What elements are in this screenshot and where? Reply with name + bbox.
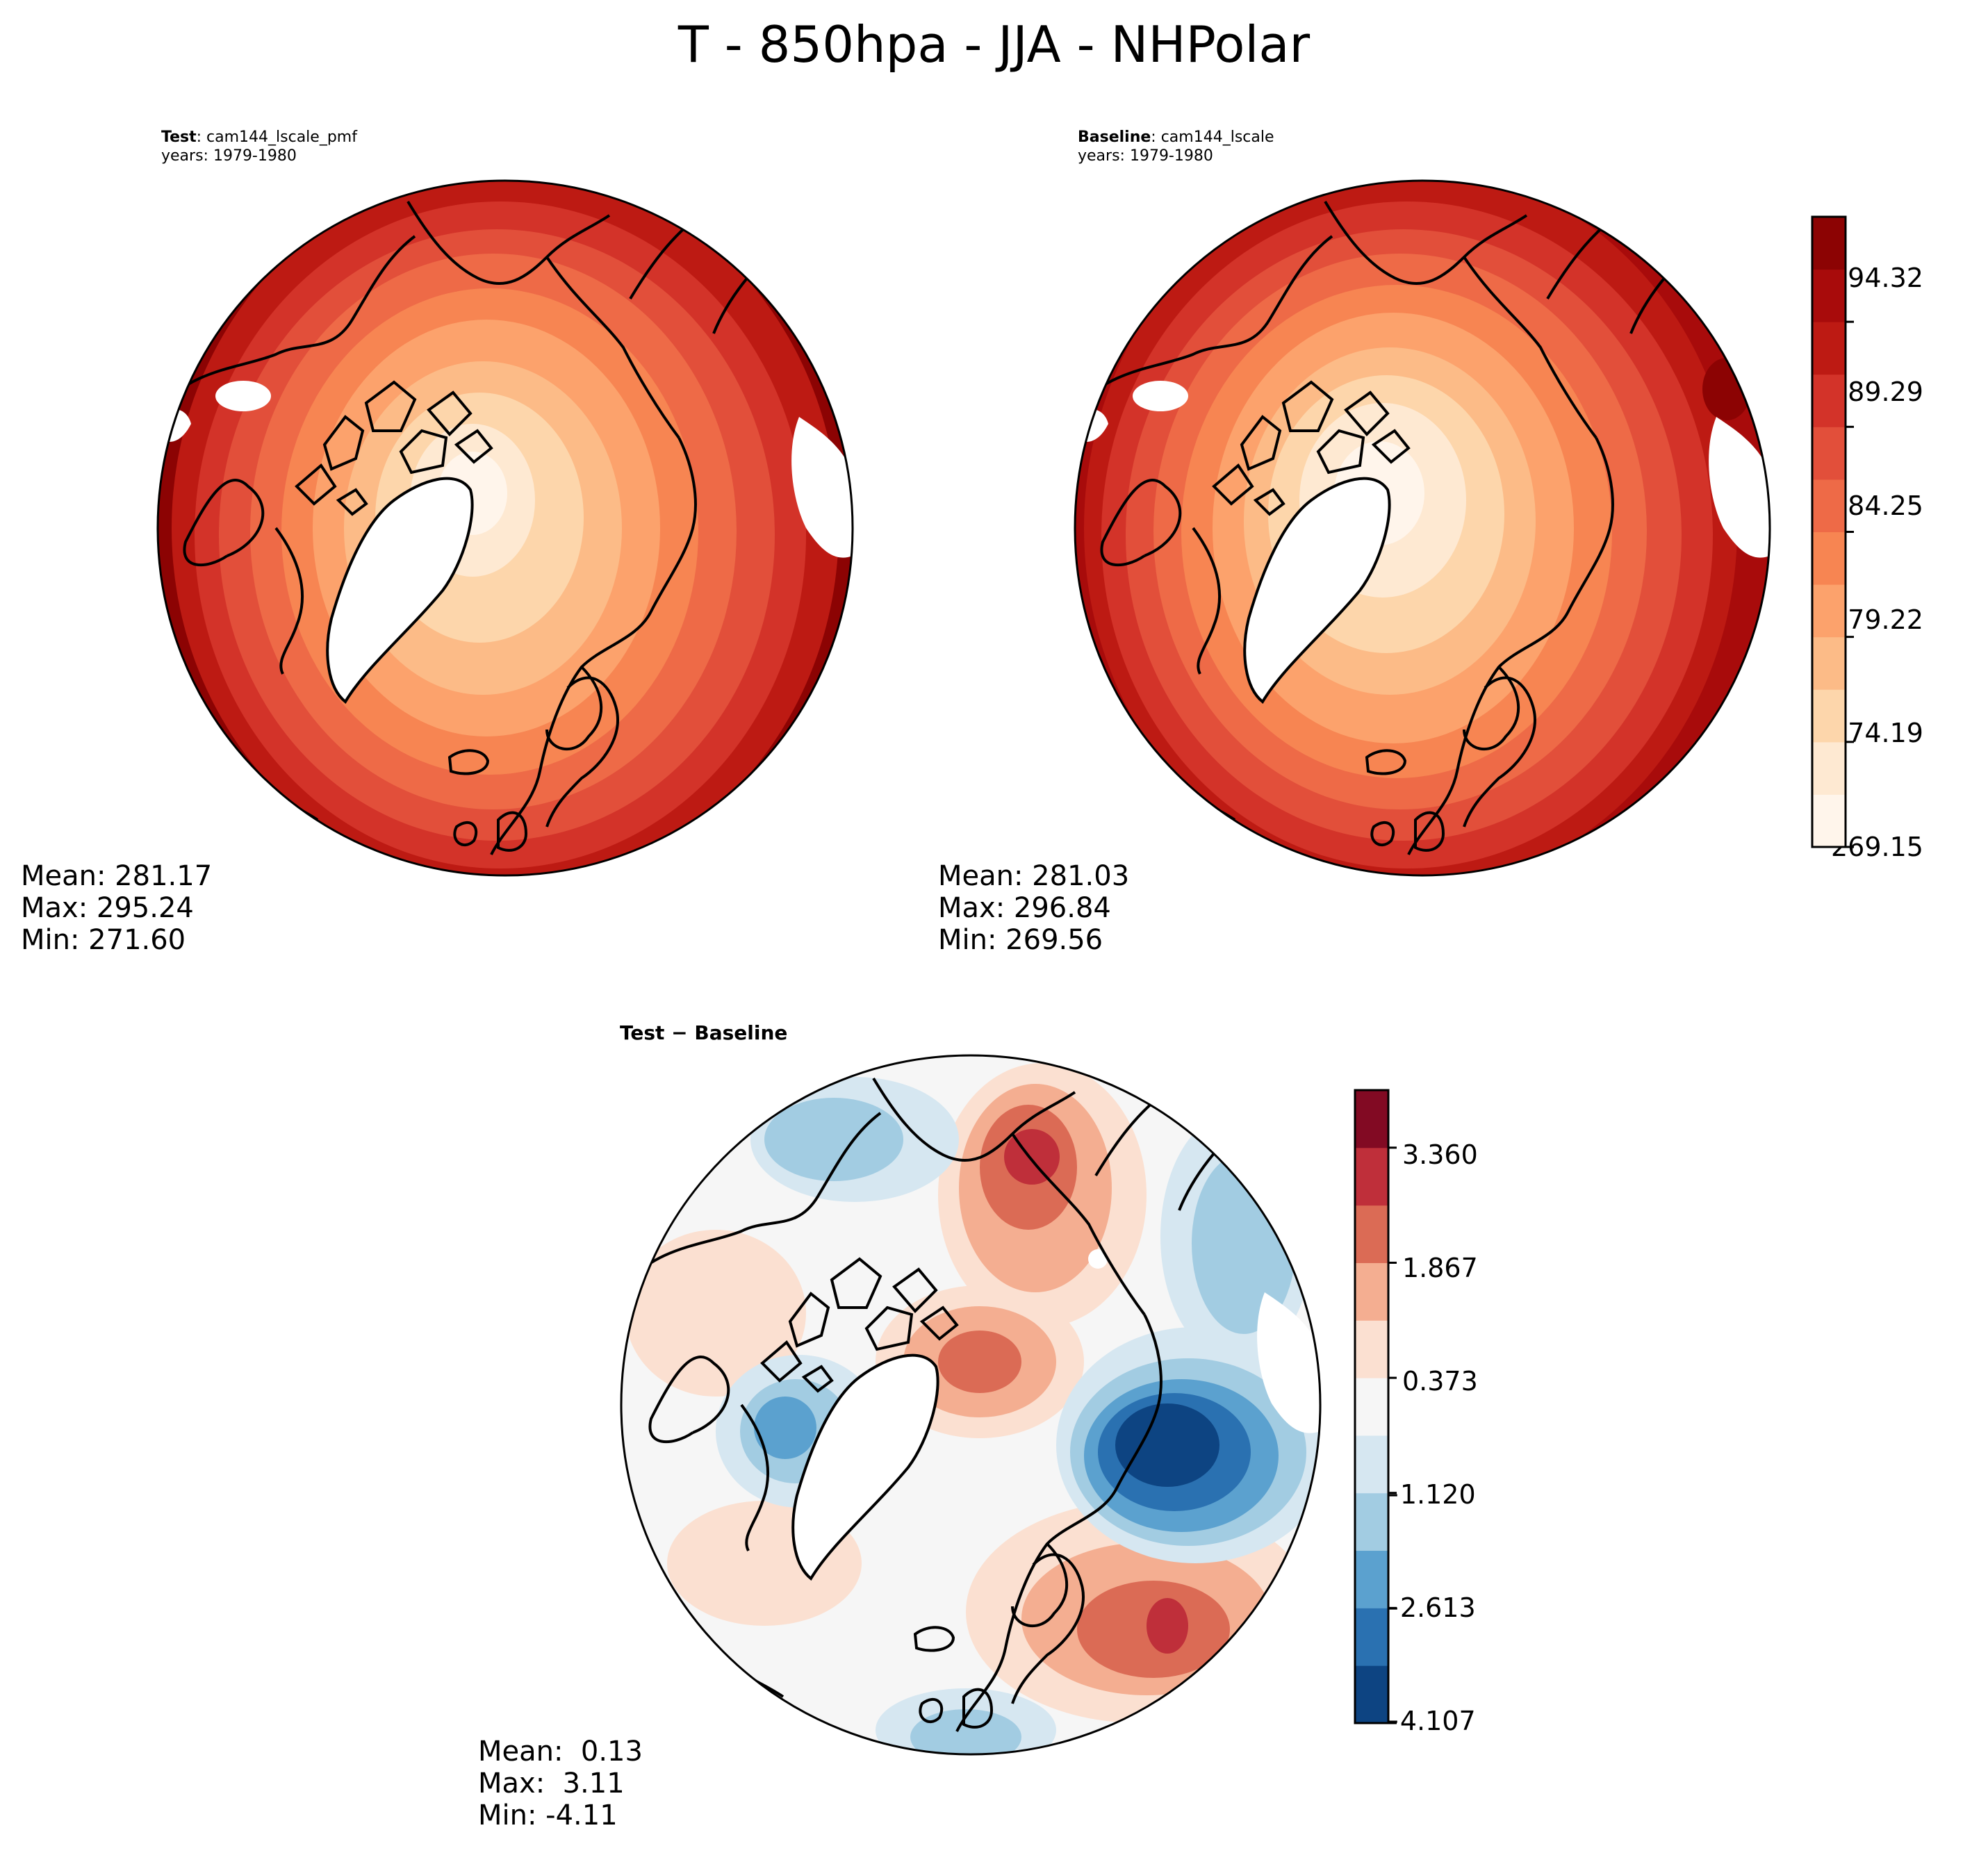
diff-cbar-swatch-9 xyxy=(1355,1147,1388,1206)
baseline-label-bold: Baseline xyxy=(1078,129,1151,146)
diff-cbar-swatch-5 xyxy=(1355,1378,1388,1436)
abs-cbar-swatch-10 xyxy=(1812,269,1846,322)
baseline-mean: Mean: 281.03 xyxy=(938,860,1130,892)
baseline-years: years: 1979-1980 xyxy=(1078,147,1213,165)
figure-title: T - 850hpa - JJA - NHPolar xyxy=(677,15,1311,74)
diff-cbar-swatch-2 xyxy=(1355,1550,1388,1608)
baseline-map xyxy=(1074,179,1771,877)
test-mean: Mean: 281.17 xyxy=(21,860,213,892)
test-label-bold: Test xyxy=(161,129,197,146)
abs-cbar-swatch-2 xyxy=(1812,689,1846,743)
test-min: Min: 271.60 xyxy=(21,924,186,956)
diff-mean: Mean: 0.13 xyxy=(478,1736,643,1768)
diff-min: Min: -4.11 xyxy=(478,1800,618,1831)
test-years: years: 1979-1980 xyxy=(161,147,297,165)
abs-cbar-swatch-5 xyxy=(1812,532,1846,585)
diff-max: Max: 3.11 xyxy=(478,1768,625,1800)
diff-map xyxy=(620,1054,1322,1756)
abs-cbar-swatch-0 xyxy=(1812,794,1846,848)
abs-cbar-swatch-11 xyxy=(1812,217,1846,270)
abs-cbar-swatch-1 xyxy=(1812,741,1846,795)
diff-cbar-swatch-6 xyxy=(1355,1320,1388,1378)
test-max: Max: 295.24 xyxy=(21,892,194,924)
diff-cbar-swatch-4 xyxy=(1355,1435,1388,1494)
abs-cbar-swatch-9 xyxy=(1812,322,1846,375)
abs-cbar-swatch-3 xyxy=(1812,636,1846,690)
diff-cbar-swatch-0 xyxy=(1355,1665,1388,1724)
abs-cbar-swatch-6 xyxy=(1812,479,1846,532)
test-label-rest: : cam144_lscale_pmf xyxy=(196,129,357,146)
baseline-max: Max: 296.84 xyxy=(938,892,1111,924)
diff-cbar-tick-4: 1.867 xyxy=(1402,1253,1478,1283)
abs-colorbar xyxy=(1811,215,1854,848)
test-panel-title: Test: cam144_lscale_pmf years: 1979-1980 xyxy=(161,128,357,165)
diff-colorbar xyxy=(1354,1089,1397,1724)
abs-cbar-swatch-8 xyxy=(1812,374,1846,427)
abs-cbar-swatch-7 xyxy=(1812,427,1846,480)
abs-cbar-swatch-4 xyxy=(1812,584,1846,638)
diff-cbar-swatch-1 xyxy=(1355,1608,1388,1666)
diff-cbar-frame xyxy=(1354,1089,1390,1724)
test-stats: Mean: 281.17 Max: 295.24 Min: 271.60 xyxy=(21,860,212,956)
diff-cbar-tick-0: −4.107 xyxy=(1378,1706,1476,1736)
diff-panel-title: Test − Baseline xyxy=(620,1021,788,1044)
baseline-stats: Mean: 281.03 Max: 296.84 Min: 269.56 xyxy=(938,860,1129,956)
diff-cbar-tick-5: 3.360 xyxy=(1402,1139,1478,1170)
diff-cbar-swatch-7 xyxy=(1355,1262,1388,1321)
diff-cbar-swatch-10 xyxy=(1355,1090,1388,1148)
test-map xyxy=(156,179,854,877)
diff-cbar-swatch-3 xyxy=(1355,1492,1388,1551)
diff-cbar-tick-2: −1.120 xyxy=(1378,1479,1476,1510)
diff-cbar-tick-3: 0.373 xyxy=(1402,1366,1478,1397)
baseline-label-rest: : cam144_lscale xyxy=(1151,129,1274,146)
diff-stats: Mean: 0.13 Max: 3.11 Min: -4.11 xyxy=(478,1736,643,1831)
diff-cbar-swatch-8 xyxy=(1355,1205,1388,1263)
baseline-panel-title: Baseline: cam144_lscale years: 1979-1980 xyxy=(1078,128,1274,165)
baseline-min: Min: 269.56 xyxy=(938,924,1103,956)
